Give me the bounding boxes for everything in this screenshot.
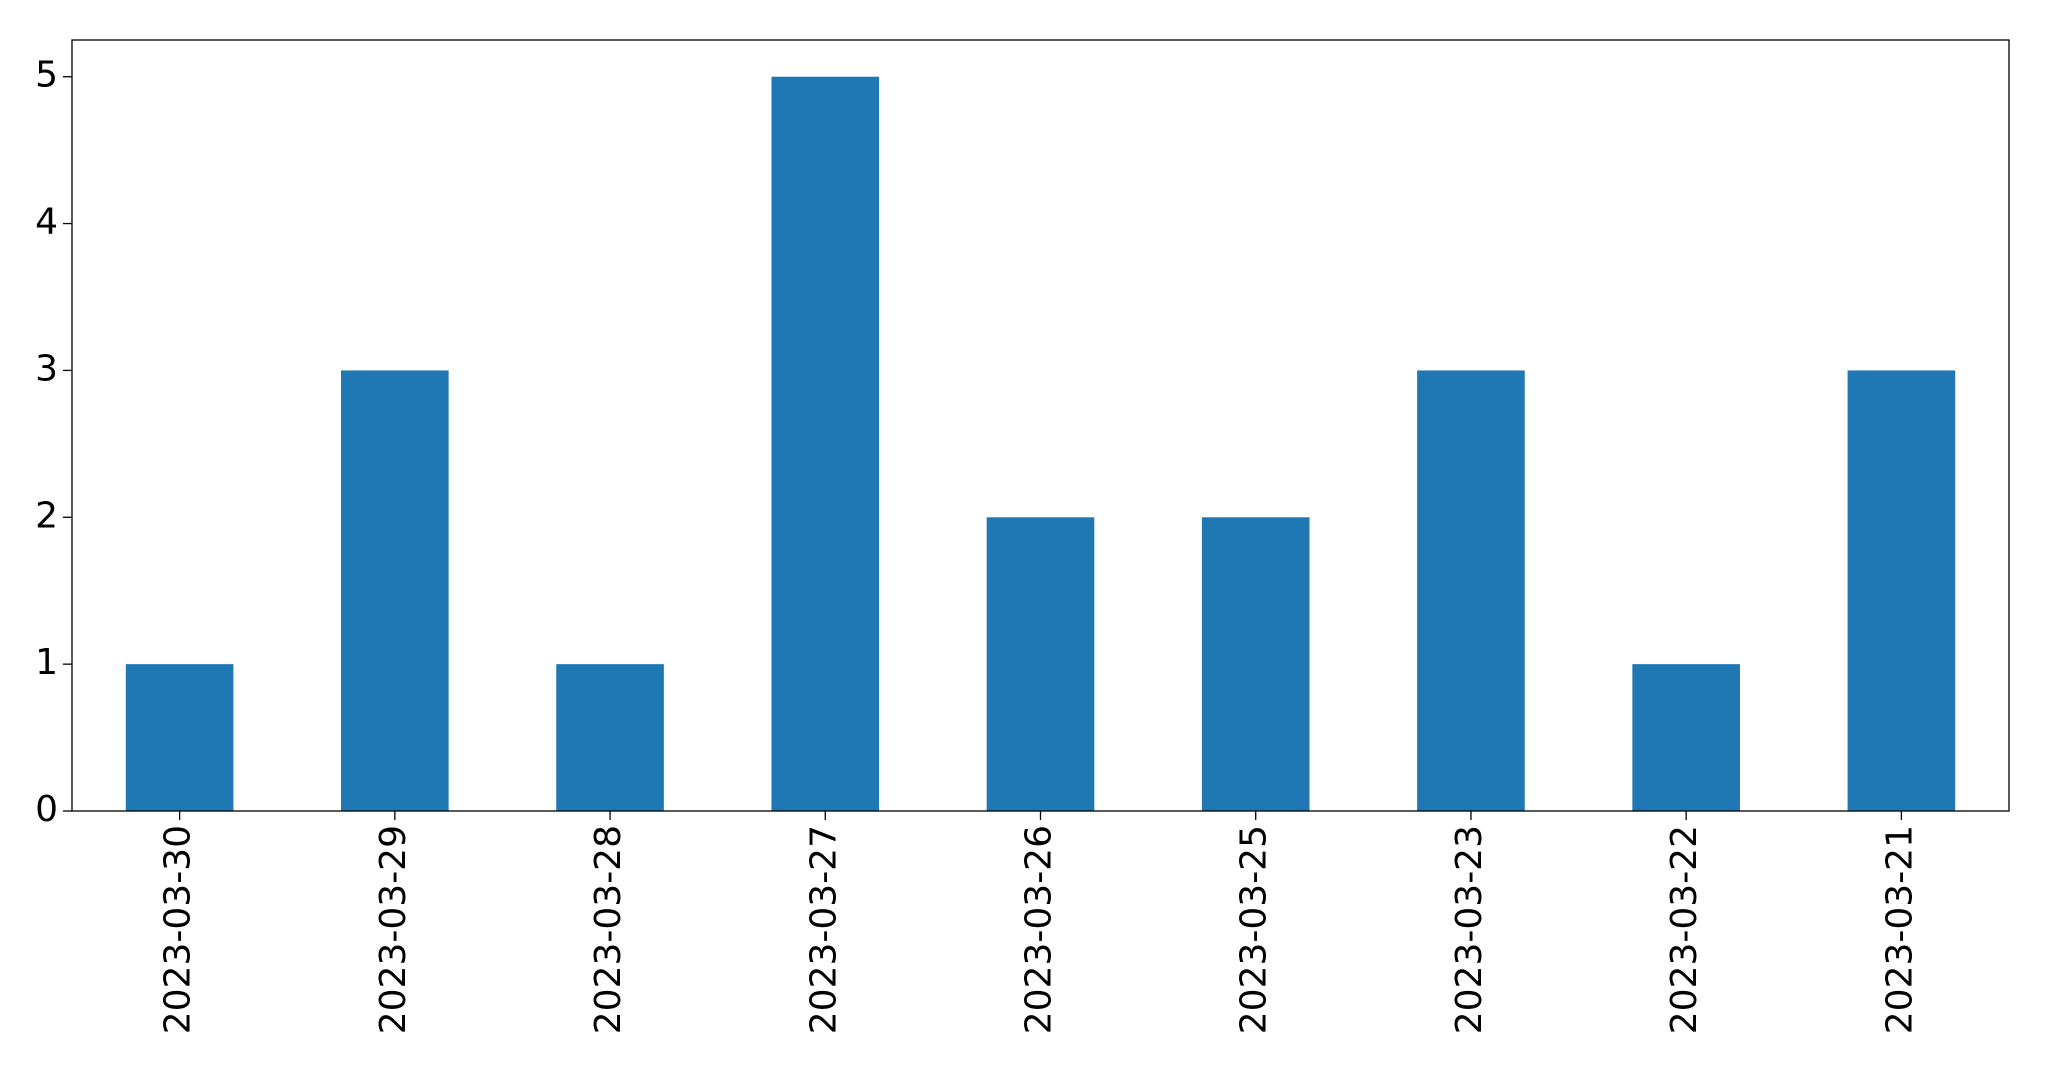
x-tick-label: 2023-03-23 [1449, 825, 1490, 1034]
bar [556, 664, 664, 811]
y-tick-label: 2 [35, 495, 58, 536]
y-tick-label: 1 [35, 642, 58, 683]
x-tick-label: 2023-03-30 [158, 825, 199, 1034]
y-tick-label: 5 [35, 55, 58, 96]
x-tick-label: 2023-03-27 [803, 825, 844, 1034]
bar [986, 517, 1095, 811]
bar [1632, 664, 1740, 811]
x-tick-label: 2023-03-26 [1019, 825, 1060, 1034]
x-tick-label: 2023-03-21 [1879, 825, 1920, 1034]
y-tick-label: 0 [35, 789, 58, 830]
bar [1847, 370, 1956, 811]
x-tick-label: 2023-03-28 [588, 825, 629, 1034]
x-tick-label: 2023-03-22 [1664, 825, 1705, 1034]
bar [1201, 517, 1310, 811]
bar [341, 370, 449, 811]
x-tick-label: 2023-03-29 [373, 825, 414, 1034]
plot-frame [71, 39, 2010, 812]
x-tick-label: 2023-03-25 [1234, 825, 1275, 1034]
bar [125, 664, 234, 811]
y-tick-label: 3 [35, 348, 58, 389]
y-tick-label: 4 [35, 202, 58, 243]
bar [1417, 370, 1525, 811]
bar [771, 76, 880, 811]
